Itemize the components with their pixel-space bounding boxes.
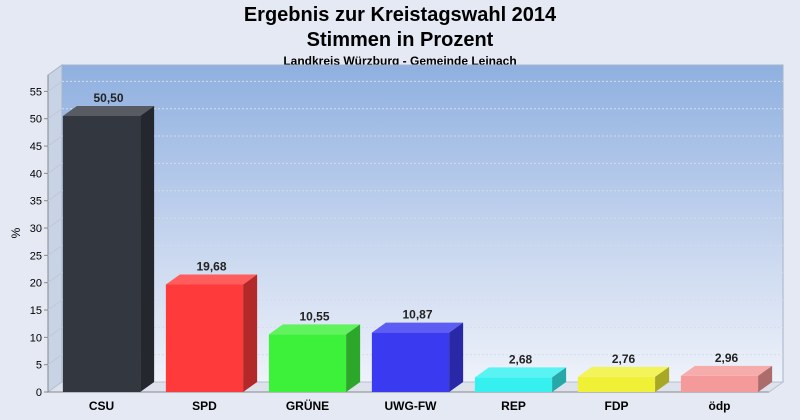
bar-front [474, 377, 553, 392]
y-tick-label: 5 [36, 360, 42, 372]
category-labels: CSU SPD GRÜNE UWG-FW REP FDP ödp [89, 398, 731, 413]
y-tick-label: 45 [30, 141, 42, 153]
gridline-wall [47, 354, 63, 366]
category-label: SPD [192, 399, 217, 413]
y-tick-label: 35 [30, 196, 42, 208]
bar-side [449, 322, 464, 392]
bar-front [680, 375, 759, 392]
y-tick-label: 40 [30, 168, 42, 180]
gridline-wall [47, 108, 63, 120]
bar-top [165, 274, 258, 285]
gridline-wall [47, 162, 63, 174]
bar-top [680, 365, 773, 376]
bar-side [655, 366, 670, 392]
bar-front [62, 115, 141, 392]
category-label: ödp [709, 399, 731, 413]
y-tick-label: 10 [30, 332, 42, 344]
bar-top [474, 367, 567, 378]
chart-subtitle: Stimmen in Prozent [306, 29, 494, 51]
y-tick-label: 0 [36, 387, 42, 399]
bar-uwg-fw [371, 322, 464, 392]
gridline-wall [47, 244, 63, 256]
gridline-wall [47, 272, 63, 284]
bar-rep [474, 367, 567, 392]
category-label: UWG-FW [385, 399, 438, 413]
bar-side [243, 274, 258, 392]
bar-top [268, 324, 361, 335]
category-label: FDP [605, 399, 629, 413]
bar-top [577, 366, 670, 377]
bar-ödp [680, 365, 773, 392]
bar-side [552, 367, 567, 392]
category-label: GRÜNE [286, 398, 329, 413]
y-axis-ticks: 0 5 10 15 20 25 30 35 40 45 50 55 [30, 86, 48, 399]
y-tick-label: 20 [30, 278, 42, 290]
bar-front [371, 332, 450, 392]
value-label: 2,68 [509, 352, 533, 366]
y-tick-label: 50 [30, 114, 42, 126]
bar-fdp [577, 366, 670, 392]
bar-grüne [268, 324, 361, 392]
bar-spd [165, 274, 258, 392]
bar-side [346, 324, 361, 392]
bar-front [268, 334, 347, 392]
gridline-wall [47, 299, 63, 311]
gridline-wall [47, 217, 63, 229]
value-label: 19,68 [196, 259, 226, 273]
y-tick-label: 55 [30, 86, 42, 98]
bar-top [62, 105, 155, 116]
gridline-wall [47, 326, 63, 338]
y-tick-label: 15 [30, 305, 42, 317]
gridline-wall [47, 135, 63, 147]
gridline-wall [47, 80, 63, 92]
category-label: REP [501, 399, 526, 413]
value-label: 10,55 [299, 309, 329, 323]
value-labels: 50,50 19,68 10,55 10,87 2,68 2,76 2,96 [93, 91, 738, 366]
value-label: 2,76 [612, 352, 636, 366]
bar-front [165, 284, 244, 392]
bar-csu [62, 105, 155, 392]
value-label: 50,50 [93, 91, 123, 105]
bars [62, 105, 773, 392]
y-tick-label: 30 [30, 223, 42, 235]
chart-title: Ergebnis zur Kreistagswahl 2014 [243, 4, 557, 26]
y-axis-label: % [9, 227, 23, 238]
category-label: CSU [89, 399, 114, 413]
gridlines [47, 80, 783, 366]
bar-side [758, 365, 773, 392]
bar-front [577, 376, 656, 392]
bar-top [371, 322, 464, 333]
y-tick-label: 25 [30, 250, 42, 262]
bar-side [140, 105, 155, 392]
gridline-wall [47, 190, 63, 202]
value-label: 2,96 [715, 351, 739, 365]
value-label: 10,87 [402, 308, 432, 322]
